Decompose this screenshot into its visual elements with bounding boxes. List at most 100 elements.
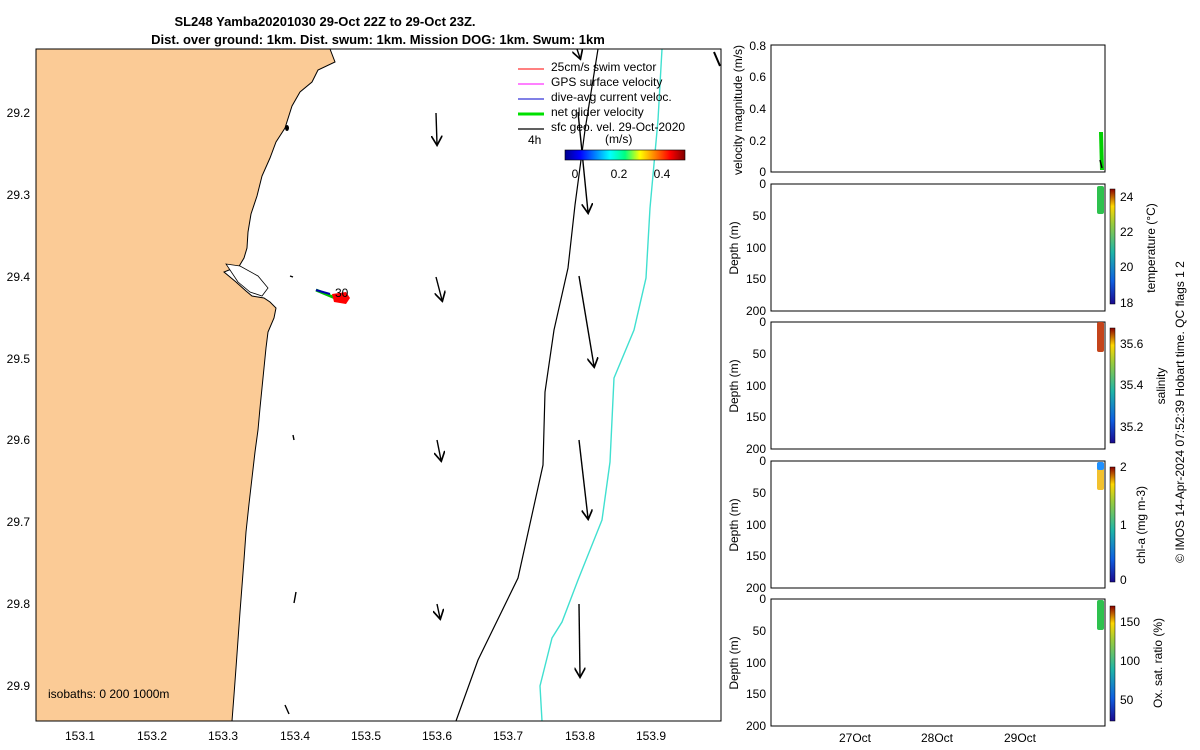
vector — [292, 434, 295, 441]
time-tick: 29Oct — [1004, 731, 1037, 745]
profile-data — [1097, 186, 1104, 214]
y-tick: 0 — [759, 454, 766, 468]
y-tick: 50 — [753, 624, 767, 638]
map-panel: 30 25cm/s swim vector GPS surface veloci… — [7, 48, 722, 743]
vector — [289, 275, 294, 278]
map-y-ticks: 29.2 29.3 29.4 29.5 29.6 29.7 29.8 29.9 — [7, 106, 31, 693]
x-tick: 153.9 — [636, 729, 666, 743]
velocity-series — [1099, 159, 1103, 169]
cb-tick: 1 — [1120, 518, 1127, 532]
velocity-series — [1099, 131, 1104, 171]
vector — [436, 276, 442, 300]
legend-item: GPS surface velocity — [551, 75, 662, 89]
y-tick: 0.2 — [749, 134, 766, 148]
map-frame — [35, 48, 722, 722]
y-tick: 0.8 — [749, 39, 766, 53]
vector — [437, 603, 440, 618]
y-tick: 100 — [746, 241, 766, 255]
estuary — [225, 263, 269, 297]
x-tick: 153.5 — [351, 729, 381, 743]
legend-item: 25cm/s swim vector — [551, 60, 656, 74]
y-tick: 29.6 — [7, 433, 31, 447]
colorbar-ticks: 24 22 20 18 temperature (°C) 35.6 35.4 3… — [1120, 190, 1168, 708]
isobath-1000 — [539, 49, 663, 721]
y-tick: 0 — [759, 165, 766, 179]
y-tick: 200 — [746, 442, 766, 456]
y-tick: 100 — [746, 518, 766, 532]
islet — [285, 125, 289, 131]
x-tick: 153.1 — [65, 729, 95, 743]
colorbar-tick: 0.2 — [611, 167, 628, 181]
cb-label: temperature (°C) — [1144, 203, 1158, 293]
y-tick: 29.2 — [7, 106, 31, 120]
velocity-panel: 0 0.2 0.4 0.6 0.8 velocity magnitude (m/… — [731, 39, 1106, 179]
y-tick: 50 — [753, 486, 767, 500]
cb-tick: 50 — [1120, 693, 1134, 707]
colorbar — [1109, 188, 1116, 305]
y-tick: 200 — [746, 719, 766, 733]
cb-tick: 35.2 — [1120, 420, 1144, 434]
y-tick: 150 — [746, 410, 766, 424]
cb-label: chl-a (mg m-3) — [1134, 486, 1148, 564]
x-tick: 153.7 — [493, 729, 523, 743]
glider-track: 30 — [315, 286, 350, 304]
profile-data — [1097, 462, 1104, 470]
depth-ticks: 0 50 100 150 200 Depth (m) 0 50 100 150 … — [727, 177, 766, 733]
vector — [437, 439, 441, 460]
cb-tick: 100 — [1120, 654, 1140, 668]
land-mass — [36, 49, 336, 721]
y-axis-label: velocity magnitude (m/s) — [731, 45, 745, 175]
y-tick: 150 — [746, 272, 766, 286]
cb-tick: 0 — [1120, 573, 1127, 587]
cb-label: Ox. sat. ratio (%) — [1151, 618, 1165, 708]
chart-title-line2: Dist. over ground: 1km. Dist. swum: 1km.… — [151, 32, 605, 47]
y-tick: 0 — [759, 592, 766, 606]
vector — [293, 591, 297, 604]
x-tick: 153.3 — [208, 729, 238, 743]
y-axis-label: Depth (m) — [727, 359, 741, 412]
y-tick: 0 — [759, 177, 766, 191]
y-axis-label: Depth (m) — [727, 636, 741, 689]
chla-panel — [770, 460, 1116, 589]
time-label: 4h — [528, 133, 541, 147]
cb-tick: 18 — [1120, 296, 1134, 310]
vector — [579, 603, 580, 676]
panel-frame — [770, 44, 1106, 173]
map-legend: 25cm/s swim vector GPS surface velocity … — [518, 60, 685, 181]
vector — [577, 49, 580, 58]
glider-label: 30 — [335, 286, 349, 300]
vector — [578, 275, 594, 366]
y-tick: 100 — [746, 379, 766, 393]
y-tick: 50 — [753, 347, 767, 361]
legend-item: sfc geo. vel. 29-Oct-2020 — [551, 120, 685, 134]
colorbar — [1109, 605, 1116, 722]
chart-title-line1: SL248 Yamba20201030 29-Oct 22Z to 29-Oct… — [174, 14, 475, 29]
time-tick: 28Oct — [921, 731, 954, 745]
y-tick: 29.5 — [7, 352, 31, 366]
y-tick: 29.8 — [7, 597, 31, 611]
outside-vector — [713, 51, 721, 67]
geo-vectors — [284, 49, 594, 715]
temperature-panel — [770, 183, 1116, 312]
x-tick: 153.2 — [137, 729, 167, 743]
y-tick: 50 — [753, 209, 767, 223]
time-tick: 27Oct — [839, 731, 872, 745]
map-x-ticks: 153.1 153.2 153.3 153.4 153.5 153.6 153.… — [65, 729, 666, 743]
x-tick: 153.4 — [280, 729, 310, 743]
legend-item: dive-avg current veloc. — [551, 90, 672, 104]
panel-frame — [770, 183, 1106, 312]
isobath-200 — [455, 49, 599, 721]
current-line — [315, 289, 331, 295]
cb-tick: 22 — [1120, 225, 1134, 239]
cb-tick: 35.6 — [1120, 337, 1144, 351]
panel-frame — [770, 460, 1106, 589]
x-tick: 153.6 — [422, 729, 452, 743]
colorbar-tick: 0 — [572, 167, 579, 181]
cb-tick: 20 — [1120, 260, 1134, 274]
cb-label: salinity — [1154, 368, 1168, 405]
y-tick: 200 — [746, 304, 766, 318]
y-tick: 29.7 — [7, 515, 31, 529]
profile-data — [1097, 600, 1104, 630]
y-tick: 29.3 — [7, 188, 31, 202]
isobath-label: isobaths: 0 200 1000m — [48, 687, 169, 701]
